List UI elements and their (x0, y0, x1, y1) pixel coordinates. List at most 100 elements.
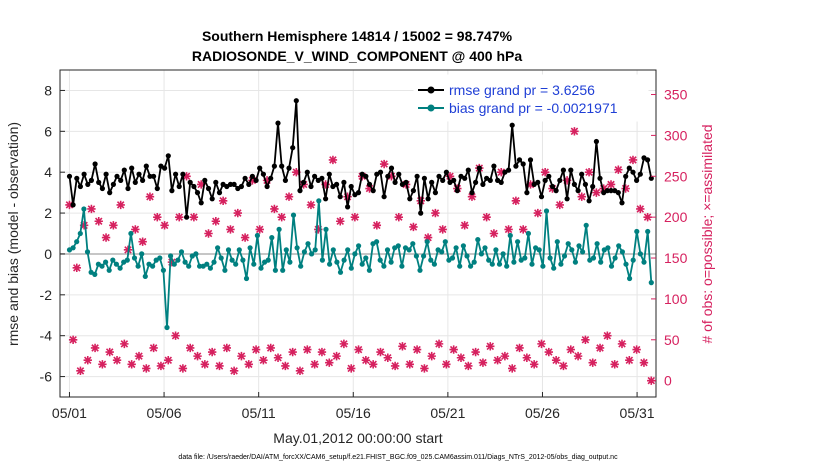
obs-point (336, 217, 345, 226)
legend: rmse grand pr = 3.6256 bias grand pr = -… (413, 74, 649, 122)
obs-point (112, 356, 122, 365)
obs-point (595, 343, 605, 353)
obs-point (628, 155, 638, 165)
obs-point (445, 172, 455, 181)
obs-point (244, 360, 253, 369)
obs-point (588, 358, 597, 367)
obs-point (522, 353, 532, 362)
obs-point (211, 217, 221, 226)
rmse-point (227, 181, 234, 187)
y2-tick-label: 150 (664, 250, 688, 266)
bias-point (298, 263, 304, 269)
bias-point (215, 245, 221, 251)
obs-point (405, 360, 414, 369)
obs-point (529, 360, 539, 369)
obs-point (94, 217, 103, 226)
rmse-point (216, 190, 223, 196)
bias-point (236, 247, 242, 253)
obs-point (131, 225, 140, 234)
rmse-point (173, 171, 179, 177)
bias-point (565, 241, 571, 247)
obs-point (603, 331, 612, 340)
bias-point (124, 257, 130, 263)
bias-point (251, 261, 257, 267)
obs-point (182, 172, 191, 181)
obs-point (625, 356, 634, 365)
obs-point (90, 343, 100, 353)
obs-point (255, 225, 264, 234)
obs-point (471, 347, 480, 357)
chart-title: Southern Hemisphere 14814 / 15002 = 98.7… (202, 28, 513, 44)
obs-point (328, 155, 338, 165)
bias-point (182, 259, 188, 265)
obs-point (423, 233, 433, 242)
rmse-point (231, 181, 237, 187)
bias-point (359, 261, 365, 267)
bias-point (504, 263, 510, 269)
bias-point (327, 261, 333, 267)
obs-point (65, 200, 74, 210)
rmse-point (432, 190, 438, 196)
rmse-point (549, 183, 556, 190)
obs-point (376, 347, 385, 357)
bias-point (374, 239, 380, 245)
bias-point (139, 251, 145, 257)
obs-point (266, 343, 275, 353)
bias-point (113, 261, 119, 267)
bias-point (486, 257, 492, 263)
rmse-point (480, 181, 486, 187)
rmse-point (81, 171, 87, 177)
bias-point (511, 259, 517, 265)
bias-point (395, 243, 401, 249)
obs-point (566, 345, 575, 354)
bias-point (478, 251, 484, 257)
rmse-point (429, 179, 435, 185)
obs-point (592, 188, 601, 197)
bias-point (229, 257, 235, 263)
x-tick-label: 05/21 (430, 405, 465, 421)
rmse-line (68, 99, 653, 219)
rmse-point (99, 185, 105, 192)
obs-point (251, 345, 261, 354)
obs-point (83, 356, 92, 365)
obs-point (303, 345, 312, 354)
rmse-point (213, 179, 219, 185)
y2-tick-label: 300 (664, 127, 688, 143)
bias-point (605, 245, 611, 251)
bias-point (240, 257, 246, 263)
bias-point (178, 249, 185, 255)
obs-point (515, 343, 524, 353)
bias-point (475, 237, 481, 243)
rmse-point (118, 177, 124, 183)
obs-point (555, 200, 564, 210)
bias-point (204, 261, 210, 267)
obs-point (207, 347, 217, 357)
obs-point (551, 356, 561, 365)
obs-point (306, 200, 316, 210)
bias-point (399, 263, 405, 269)
obs-point (643, 212, 652, 222)
rmse-point (114, 173, 120, 179)
bias-point (272, 267, 278, 273)
bias-point (160, 267, 166, 273)
chart-subtitle: RADIOSONDE_V_WIND_COMPONENT @ 400 hPa (192, 48, 522, 64)
rmse-point (180, 171, 186, 177)
rmse-point (279, 163, 285, 169)
bias-point (543, 208, 550, 214)
obs-point (101, 233, 111, 242)
obs-point (614, 165, 623, 174)
rmse-point (575, 188, 581, 194)
bias-point (309, 251, 315, 257)
y-tick-label: 8 (44, 82, 52, 98)
bias-point (323, 226, 329, 232)
bias-point (290, 212, 297, 218)
bias-point (489, 261, 495, 267)
bias-point (276, 226, 282, 232)
bias-point (645, 228, 651, 235)
obs-point (295, 366, 305, 376)
rmse-point (253, 177, 259, 183)
bias-point (207, 265, 213, 271)
rmse-point (341, 179, 347, 185)
bias-point (388, 259, 394, 265)
rmse-point (162, 165, 168, 171)
